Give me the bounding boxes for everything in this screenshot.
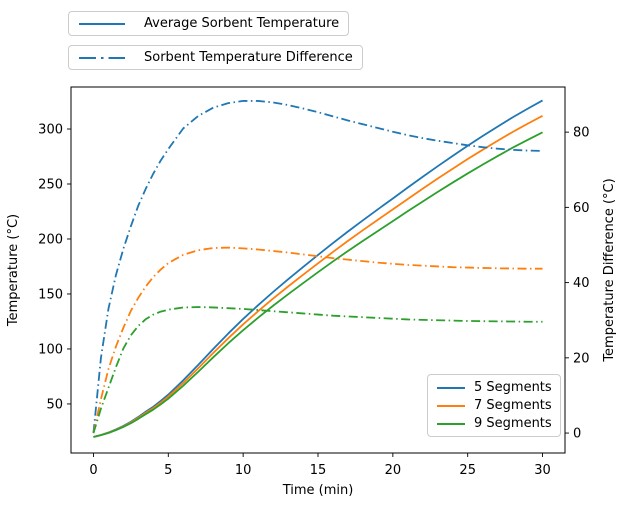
legend-item-5-segments: 5 Segments	[436, 381, 552, 394]
y-tick-label-right: 80	[573, 126, 590, 141]
x-tick-label: 20	[385, 463, 402, 478]
series-temp-diff-7-segments	[92, 246, 543, 434]
series-temp-diff-9-segments	[92, 306, 543, 434]
x-axis-label: Time (min)	[282, 483, 354, 498]
series-avg-temp-9-segments	[93, 131, 543, 438]
y-tick-label-right: 0	[573, 427, 581, 442]
legend-segments: 5 Segments 7 Segments 9 Segments	[427, 374, 561, 437]
y-tick-label-left: 150	[38, 288, 63, 303]
y-axis-label-right: Temperature Difference (°C)	[602, 178, 617, 362]
dashdot-line-sample-icon	[79, 56, 125, 59]
legend-item-9-segments: 9 Segments	[436, 417, 552, 430]
y-tick-label-right: 40	[573, 276, 590, 291]
legend-label-9-segments: 9 Segments	[474, 416, 552, 431]
legend-label-average-temperature: Average Sorbent Temperature	[144, 16, 340, 31]
blue-line-sample-icon	[437, 386, 465, 389]
legend-item-7-segments: 7 Segments	[436, 399, 552, 412]
y-tick-label-left: 100	[38, 343, 63, 358]
y-tick-label-right: 60	[573, 201, 590, 216]
x-tick-label: 0	[89, 463, 97, 478]
y-tick-label-left: 300	[38, 123, 63, 138]
x-tick-label: 15	[310, 463, 327, 478]
plot-series-layer	[92, 99, 543, 438]
legend-sorbent-temperature-difference: Sorbent Temperature Difference	[68, 45, 363, 70]
y-tick-label-left: 50	[46, 398, 63, 413]
legend-label-7-segments: 7 Segments	[474, 398, 552, 413]
legend-label-temperature-difference: Sorbent Temperature Difference	[144, 50, 353, 65]
x-tick-label: 25	[459, 463, 476, 478]
legend-label-5-segments: 5 Segments	[474, 380, 552, 395]
y-tick-label-right: 20	[573, 351, 590, 366]
y-axis-label-left: Temperature (°C)	[6, 214, 21, 327]
x-tick-label: 5	[164, 463, 172, 478]
series-temp-diff-5-segments	[92, 100, 543, 434]
axes-ticks-layer: 0 5 10 15 20 25 30 50 100 150 200 250 300 0 20 40 60 80	[38, 123, 589, 478]
x-tick-label: 10	[235, 463, 252, 478]
green-line-sample-icon	[437, 422, 465, 425]
x-tick-label: 30	[534, 463, 551, 478]
legend-average-sorbent-temperature: Average Sorbent Temperature	[68, 11, 350, 36]
solid-line-sample-icon	[79, 22, 125, 25]
orange-line-sample-icon	[437, 404, 465, 407]
y-tick-label-left: 200	[38, 233, 63, 248]
y-tick-label-left: 250	[38, 178, 63, 193]
